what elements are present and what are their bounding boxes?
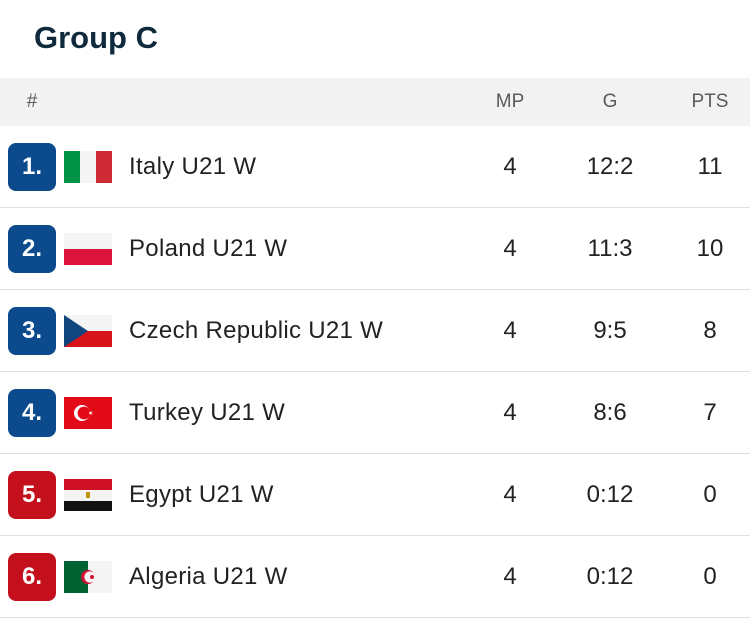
points: 10 (696, 234, 724, 262)
goals: 9:5 (593, 316, 627, 344)
table-row: 4. Turkey U21 W 4 8:6 7 (0, 372, 750, 454)
table-row: 5. Egypt U21 W 4 0:12 0 (0, 454, 750, 536)
table-row: 3. Czech Republic U21 W 4 9:5 8 (0, 290, 750, 372)
team-name: Italy U21 W (129, 152, 257, 180)
goals: 0:12 (586, 480, 634, 508)
matches-played: 4 (503, 316, 517, 344)
points: 0 (703, 562, 717, 590)
points: 0 (703, 480, 717, 508)
points-header: PTS (691, 91, 729, 112)
table-header: # MP G PTS (0, 78, 750, 126)
points: 7 (703, 398, 717, 426)
points: 11 (697, 152, 723, 180)
rank-badge: 6. (8, 553, 56, 601)
table-row: 6. Algeria U21 W 4 0:12 0 (0, 536, 750, 618)
goals: 0:12 (586, 562, 634, 590)
flag-icon (64, 479, 112, 511)
matches-played: 4 (503, 398, 517, 426)
rank-badge: 3. (8, 307, 56, 355)
team-flag (64, 233, 112, 265)
matches-played: 4 (503, 152, 517, 180)
flag-icon (64, 151, 112, 183)
rank-badge: 2. (8, 225, 56, 273)
team-flag (64, 151, 112, 183)
flag-icon (64, 315, 112, 347)
goals: 12:2 (586, 152, 634, 180)
team-flag (64, 479, 112, 511)
flag-icon (64, 561, 112, 593)
mp-header: MP (495, 91, 525, 112)
team-name: Egypt U21 W (129, 480, 274, 508)
table-row: 1. Italy U21 W 4 12:2 11 (0, 126, 750, 208)
rank-badge: 5. (8, 471, 56, 519)
matches-played: 4 (503, 562, 517, 590)
matches-played: 4 (503, 234, 517, 262)
table-row: 2. Poland U21 W 4 11:3 10 (0, 208, 750, 290)
rank-badge: 1. (8, 143, 56, 191)
team-name: Turkey U21 W (129, 398, 286, 426)
matches-played: 4 (503, 480, 517, 508)
group-title: Group C (34, 20, 158, 55)
goals-header: G (602, 91, 618, 112)
team-name: Czech Republic U21 W (129, 316, 384, 344)
team-name: Poland U21 W (129, 234, 288, 262)
flag-icon (64, 397, 112, 429)
goals: 8:6 (593, 398, 627, 426)
goals: 11:3 (587, 234, 633, 262)
team-flag (64, 397, 112, 429)
team-name: Algeria U21 W (129, 562, 288, 590)
rank-header: # (26, 91, 38, 112)
points: 8 (703, 316, 717, 344)
team-flag (64, 561, 112, 593)
flag-icon (64, 233, 112, 265)
rank-badge: 4. (8, 389, 56, 437)
team-flag (64, 315, 112, 347)
